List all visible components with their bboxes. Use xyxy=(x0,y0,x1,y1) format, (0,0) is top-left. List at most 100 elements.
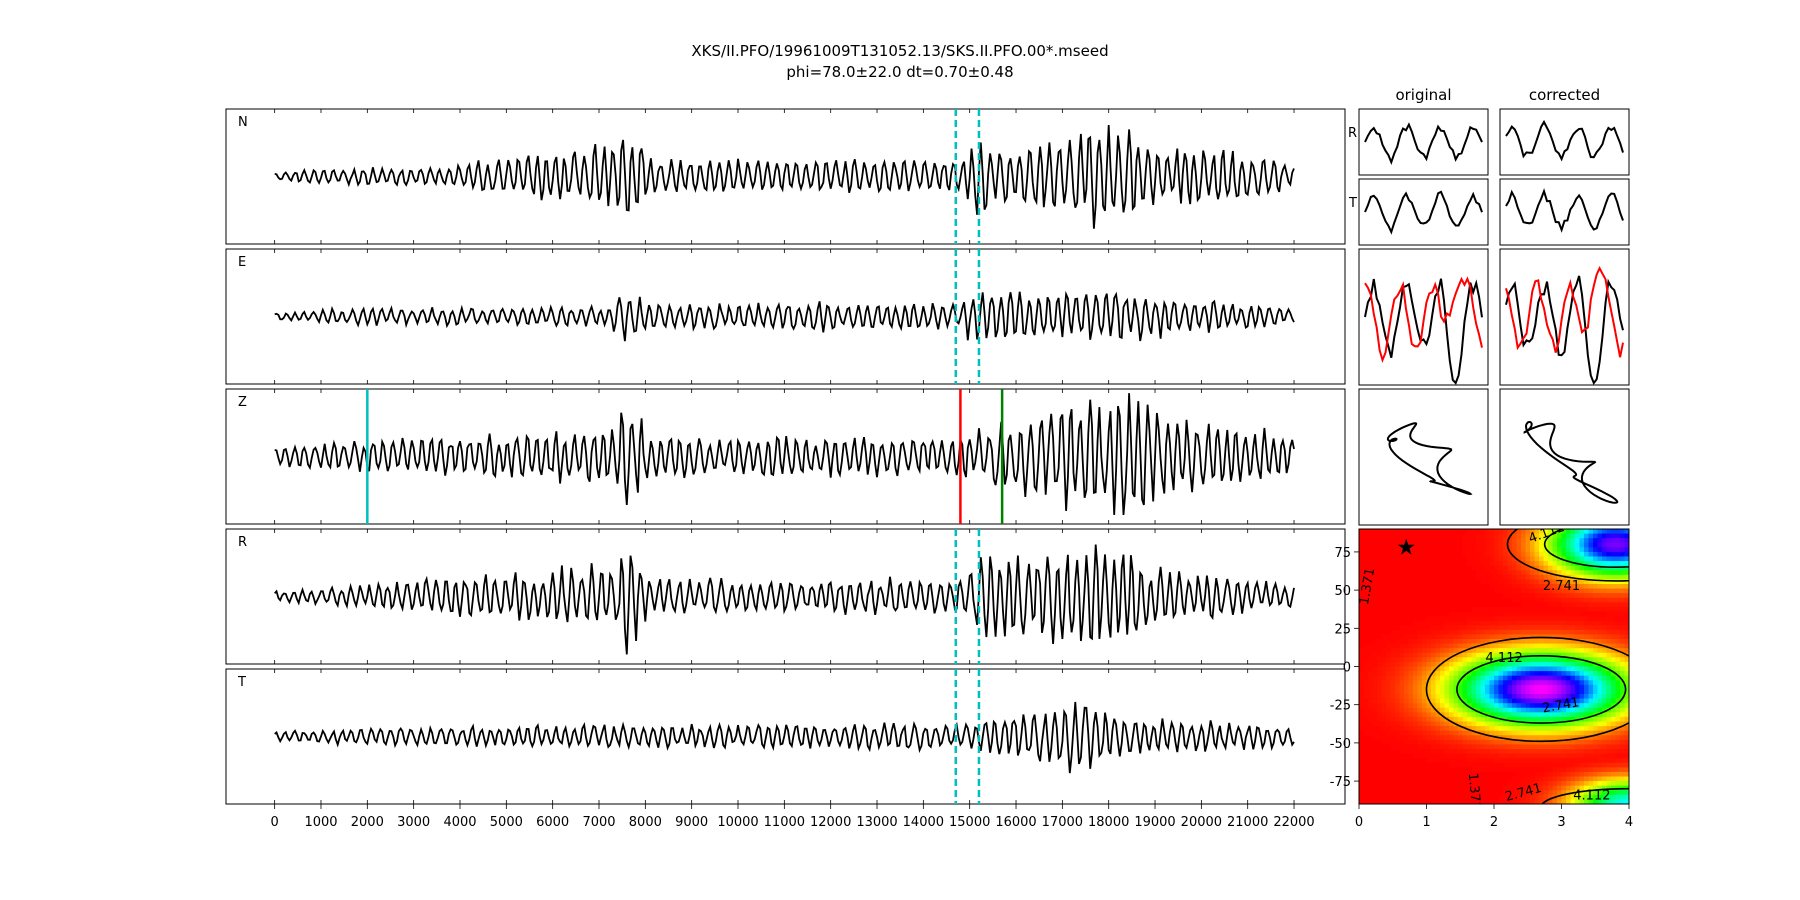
heatmap-cell xyxy=(1566,694,1572,700)
heatmap-cell xyxy=(1485,726,1491,732)
heatmap-cell xyxy=(1512,593,1518,599)
heatmap-cell xyxy=(1386,561,1392,567)
heatmap-cell xyxy=(1485,593,1491,599)
heatmap-cell xyxy=(1588,529,1594,535)
heatmap-cell xyxy=(1372,661,1378,668)
heatmap-cell xyxy=(1602,597,1608,603)
heatmap-cell xyxy=(1534,561,1540,567)
heatmap-cell xyxy=(1498,588,1504,594)
heatmap-cell xyxy=(1359,648,1365,654)
heatmap-cell xyxy=(1503,712,1509,718)
heatmap-cell xyxy=(1620,561,1626,567)
heatmap-cell xyxy=(1422,689,1428,695)
heatmap-cell xyxy=(1453,606,1459,613)
heatmap-cell xyxy=(1435,597,1441,603)
heatmap-cell xyxy=(1512,611,1518,617)
heatmap-cell xyxy=(1507,684,1513,691)
heatmap-cell xyxy=(1431,771,1437,778)
heatmap-cell xyxy=(1543,712,1549,718)
heatmap-cell xyxy=(1548,574,1554,581)
heatmap-cell xyxy=(1543,716,1549,723)
heatmap-cell xyxy=(1372,625,1378,631)
heatmap-cell xyxy=(1557,744,1563,750)
heatmap-cell xyxy=(1359,730,1365,736)
heatmap-cell xyxy=(1584,753,1590,759)
misfit-y-tick-label: 25 xyxy=(1334,622,1351,637)
heatmap-cell xyxy=(1539,781,1545,787)
heatmap-cell xyxy=(1480,758,1486,764)
heatmap-cell xyxy=(1381,652,1387,658)
heatmap-cell xyxy=(1494,739,1500,746)
heatmap-cell xyxy=(1485,749,1491,755)
heatmap-cell xyxy=(1620,735,1626,741)
heatmap-cell xyxy=(1462,652,1468,658)
waveform-panel-z: Z xyxy=(225,388,1346,525)
heatmap-cell xyxy=(1588,652,1594,658)
heatmap-cell xyxy=(1579,639,1585,645)
heatmap-cell xyxy=(1377,684,1383,691)
heatmap-cell xyxy=(1588,597,1594,603)
heatmap-cell xyxy=(1620,529,1626,535)
heatmap-cell xyxy=(1593,597,1599,603)
heatmap-cell xyxy=(1539,570,1545,576)
heatmap-cell xyxy=(1368,584,1374,590)
heatmap-cell xyxy=(1512,616,1518,622)
heatmap-cell xyxy=(1480,538,1486,544)
heatmap-cell xyxy=(1390,785,1396,791)
heatmap-cell xyxy=(1453,694,1459,700)
heatmap-cell xyxy=(1552,684,1558,691)
heatmap-cell xyxy=(1431,671,1437,677)
heatmap-cell xyxy=(1381,602,1387,608)
heatmap-cell xyxy=(1467,771,1473,778)
heatmap-cell xyxy=(1561,680,1567,686)
heatmap-cell xyxy=(1399,758,1405,764)
heatmap-cell xyxy=(1480,570,1486,576)
heatmap-cell xyxy=(1399,602,1405,608)
heatmap-cell xyxy=(1530,616,1536,622)
heatmap-cell xyxy=(1570,593,1576,599)
heatmap-cell xyxy=(1440,666,1446,672)
heatmap-cell xyxy=(1516,629,1522,636)
heatmap-cell xyxy=(1426,551,1432,558)
heatmap-cell xyxy=(1593,533,1599,539)
heatmap-cell xyxy=(1530,542,1536,548)
heatmap-cell xyxy=(1597,721,1603,727)
heatmap-cell xyxy=(1368,753,1374,759)
heatmap-cell xyxy=(1534,657,1540,663)
heatmap-cell xyxy=(1489,707,1495,713)
heatmap-cell xyxy=(1386,579,1392,585)
heatmap-cell xyxy=(1615,602,1621,608)
heatmap-cell xyxy=(1503,689,1509,695)
heatmap-cell xyxy=(1575,652,1581,658)
heatmap-cell xyxy=(1458,606,1464,613)
heatmap-cell xyxy=(1413,726,1419,732)
heatmap-cell xyxy=(1485,771,1491,778)
heatmap-cell xyxy=(1579,749,1585,755)
figure-title: XKS/II.PFO/19961009T131052.13/SKS.II.PFO… xyxy=(691,42,1108,60)
heatmap-cell xyxy=(1611,556,1617,562)
heatmap-cell xyxy=(1543,533,1549,539)
heatmap-cell xyxy=(1404,606,1410,613)
heatmap-cell xyxy=(1557,579,1563,585)
heatmap-cell xyxy=(1372,790,1378,796)
heatmap-cell xyxy=(1602,712,1608,718)
heatmap-cell xyxy=(1363,767,1369,773)
heatmap-cell xyxy=(1462,776,1468,782)
heatmap-cell xyxy=(1404,730,1410,736)
heatmap-cell xyxy=(1525,556,1531,562)
heatmap-cell xyxy=(1575,666,1581,672)
heatmap-cell xyxy=(1467,588,1473,594)
heatmap-cell xyxy=(1462,616,1468,622)
heatmap-cell xyxy=(1386,703,1392,709)
heatmap-cell xyxy=(1476,790,1482,796)
heatmap-cell xyxy=(1471,570,1477,576)
heatmap-cell xyxy=(1453,726,1459,732)
heatmap-cell xyxy=(1615,707,1621,713)
heatmap-cell xyxy=(1615,556,1621,562)
heatmap-cell xyxy=(1422,629,1428,636)
heatmap-cell xyxy=(1561,533,1567,539)
heatmap-cell xyxy=(1566,565,1572,571)
heatmap-cell xyxy=(1539,671,1545,677)
heatmap-cell xyxy=(1602,753,1608,759)
heatmap-cell xyxy=(1431,684,1437,691)
